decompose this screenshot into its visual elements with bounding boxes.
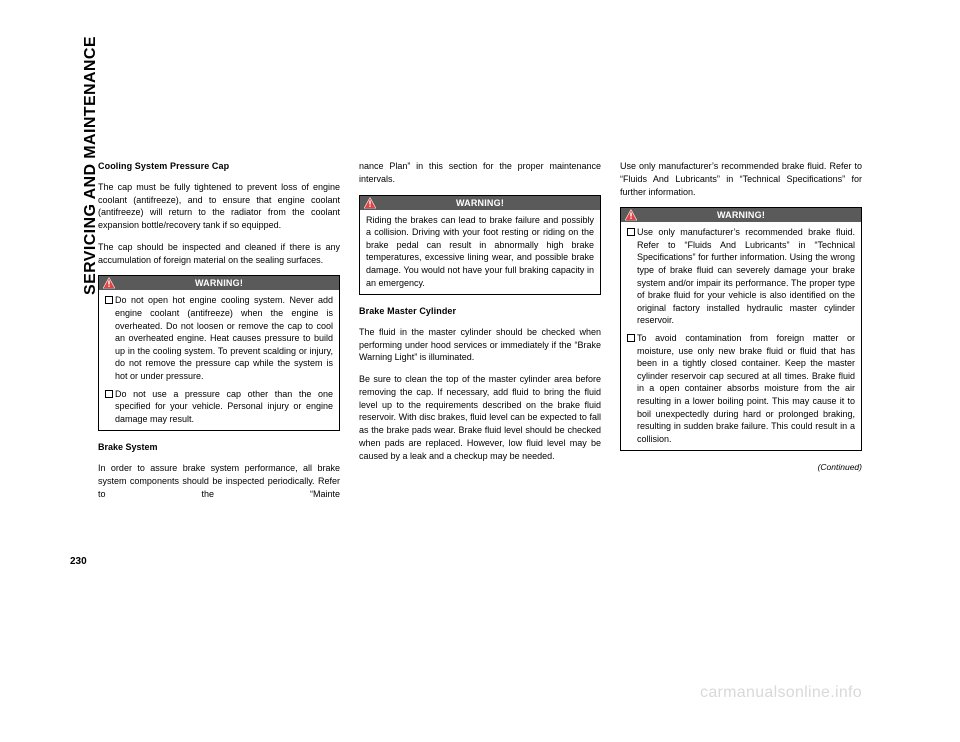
heading-cooling-cap: Cooling System Pressure Cap (98, 160, 340, 173)
paragraph: In order to assure brake system performa… (98, 462, 340, 500)
paragraph: Be sure to clean the top of the master c… (359, 373, 601, 462)
content-columns: Cooling System Pressure Cap The cap must… (98, 160, 862, 560)
warning-label: WARNING! (195, 278, 243, 288)
watermark: carmanualsonline.info (700, 684, 862, 702)
warning-triangle-icon (625, 210, 637, 221)
warning-heading: WARNING! (99, 276, 339, 290)
warning-heading: WARNING! (360, 196, 600, 210)
paragraph: The fluid in the master cylinder should … (359, 326, 601, 364)
section-tab-label: SERVICING AND MAINTENANCE (82, 36, 100, 295)
warning-item: Do not use a pressure cap other than the… (105, 388, 333, 426)
paragraph: The cap must be fully tightened to preve… (98, 181, 340, 232)
warning-item: Do not open hot engine cooling system. N… (105, 294, 333, 382)
paragraph: Use only manufacturer’s recommended brak… (620, 160, 862, 198)
warning-item: Use only manufacturer’s recommended brak… (627, 226, 855, 327)
heading-master-cylinder: Brake Master Cylinder (359, 305, 601, 318)
warning-triangle-icon (364, 197, 376, 208)
page-number: 230 (70, 556, 87, 567)
warning-label: WARNING! (717, 210, 765, 220)
warning-box: WARNING! Use only manufacturer’s recomme… (620, 207, 862, 451)
warning-box: WARNING! Do not open hot engine cooling … (98, 275, 340, 431)
warning-item: To avoid contamination from foreign matt… (627, 332, 855, 445)
warning-box: WARNING! Riding the brakes can lead to b… (359, 195, 601, 296)
manual-page: SERVICING AND MAINTENANCE 230 Cooling Sy… (0, 0, 960, 742)
warning-body: Use only manufacturer’s recommended brak… (621, 222, 861, 450)
paragraph: The cap should be inspected and cleaned … (98, 241, 340, 267)
warning-body: Riding the brakes can lead to brake fail… (360, 210, 600, 295)
warning-body: Do not open hot engine cooling system. N… (99, 290, 339, 430)
warning-heading: WARNING! (621, 208, 861, 222)
warning-triangle-icon (103, 278, 115, 289)
paragraph-continuation: nance Plan” in this section for the prop… (359, 160, 601, 186)
heading-brake-system: Brake System (98, 441, 340, 454)
continued-label: (Continued) (620, 461, 862, 473)
warning-label: WARNING! (456, 198, 504, 208)
